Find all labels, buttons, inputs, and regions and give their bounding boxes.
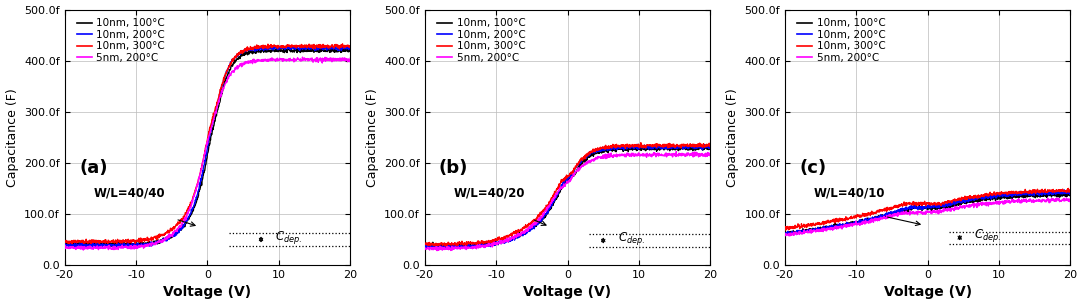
X-axis label: Voltage (V): Voltage (V) bbox=[164, 285, 251, 300]
Text: W/L=40/20: W/L=40/20 bbox=[454, 187, 525, 200]
Text: W/L=40/10: W/L=40/10 bbox=[813, 187, 885, 200]
Text: (a): (a) bbox=[79, 159, 107, 177]
Text: W/L=40/40: W/L=40/40 bbox=[93, 187, 165, 200]
Y-axis label: Capacitance (F): Capacitance (F) bbox=[5, 88, 18, 187]
Text: (b): (b) bbox=[439, 159, 468, 177]
X-axis label: Voltage (V): Voltage (V) bbox=[884, 285, 971, 300]
X-axis label: Voltage (V): Voltage (V) bbox=[523, 285, 612, 300]
Text: (c): (c) bbox=[800, 159, 827, 177]
Y-axis label: Capacitance (F): Capacitance (F) bbox=[726, 88, 739, 187]
Legend: 10nm, 100°C, 10nm, 200°C, 10nm, 300°C, 5nm, 200°C: 10nm, 100°C, 10nm, 200°C, 10nm, 300°C, 5… bbox=[76, 17, 167, 64]
Y-axis label: Capacitance (F): Capacitance (F) bbox=[366, 88, 379, 187]
Text: $C_{dep.}$: $C_{dep.}$ bbox=[974, 228, 1002, 244]
Text: $C_{dep.}$: $C_{dep.}$ bbox=[617, 231, 644, 247]
Legend: 10nm, 100°C, 10nm, 200°C, 10nm, 300°C, 5nm, 200°C: 10nm, 100°C, 10nm, 200°C, 10nm, 300°C, 5… bbox=[435, 17, 526, 64]
Legend: 10nm, 100°C, 10nm, 200°C, 10nm, 300°C, 5nm, 200°C: 10nm, 100°C, 10nm, 200°C, 10nm, 300°C, 5… bbox=[796, 17, 886, 64]
Text: $C_{dep.}$: $C_{dep.}$ bbox=[275, 229, 302, 246]
